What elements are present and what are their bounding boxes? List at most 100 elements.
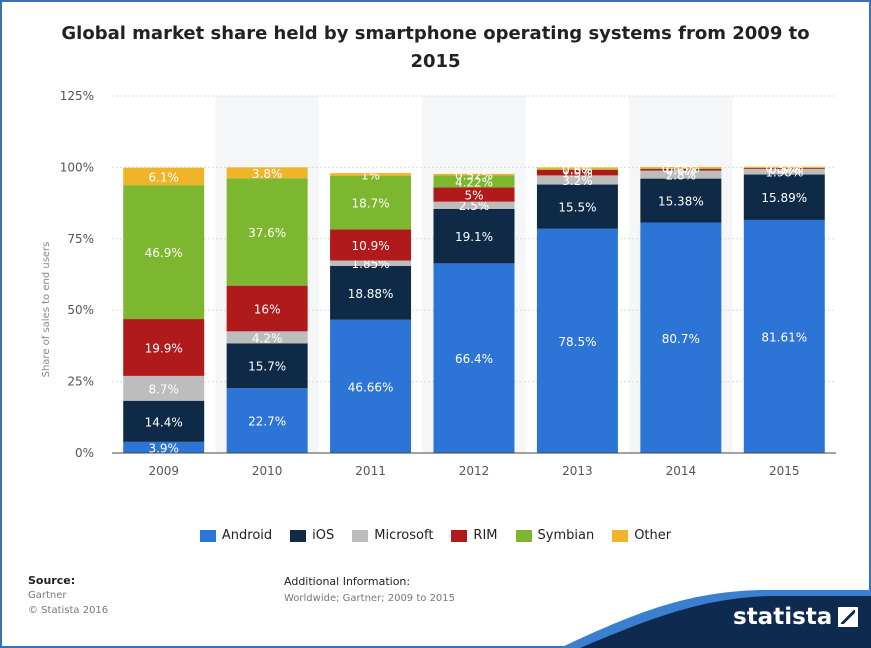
bar-segment-microsoft (123, 375, 205, 401)
legend-swatch (612, 529, 629, 542)
data-label: 6.1% (148, 170, 179, 184)
data-label: 66.4% (455, 352, 493, 366)
y-tick-label: 125% (60, 89, 94, 103)
source-label: Source: (28, 574, 76, 587)
chart-title: Global market share held by smartphone o… (61, 23, 810, 72)
legend-label: Symbian (537, 528, 595, 543)
chart-legend: Android iOS Microsoft RIM Symbian Other (0, 528, 871, 543)
data-label: 3.2% (562, 174, 593, 188)
statista-logo-text: statista (733, 604, 833, 630)
x-tick-label: 2014 (666, 464, 697, 478)
bar-segment-microsoft (433, 201, 515, 209)
bar-segment-ios (433, 208, 515, 264)
legend-swatch (515, 529, 532, 542)
stacked-bar-chart: 0% 25% 50% 75% 100% 125% Share of sales to end… (41, 89, 836, 478)
bar-segment-other (330, 173, 412, 176)
bar-segment-other (743, 166, 825, 168)
data-label: 15.5% (558, 201, 596, 215)
bar-segment-rim (433, 187, 515, 202)
bar-segment-rim (226, 285, 308, 332)
bar-segment-android (536, 228, 618, 453)
data-label: 0.1% (769, 162, 800, 176)
y-tick-label: 50% (67, 303, 94, 317)
data-label: 22.7% (248, 415, 286, 429)
x-tick-label: 2011 (355, 464, 386, 478)
bar-segment-android (433, 263, 515, 453)
data-label: 78.5% (558, 335, 596, 349)
statista-logo[interactable]: statista (733, 604, 859, 630)
additional-info-value: Worldwide; Gartner; 2009 to 2015 (284, 593, 456, 604)
bar-segment-microsoft (536, 175, 618, 185)
bar-segment-rim (536, 169, 618, 176)
bar-segment-symbian (640, 168, 722, 169)
data-label: 1.9% (562, 167, 593, 181)
legend-swatch (290, 529, 307, 542)
bar-segment-android (123, 441, 205, 453)
bar-segment-rim (640, 168, 722, 171)
bar-segment-other (123, 167, 205, 186)
data-label: 81.61% (761, 330, 807, 344)
data-label: 3.8% (252, 167, 283, 181)
data-label: 19.9% (145, 341, 183, 355)
data-label: 1% (361, 169, 380, 183)
legend-item-ios[interactable]: iOS (290, 528, 334, 543)
x-tick-label: 2015 (769, 464, 800, 478)
data-label: 80.7% (662, 332, 700, 346)
data-label: 5% (464, 189, 483, 203)
y-tick-label: 75% (67, 232, 94, 246)
legend-item-symbian[interactable]: Symbian (515, 528, 595, 543)
legend-item-rim[interactable]: RIM (451, 528, 498, 543)
legend-item-other[interactable]: Other (612, 528, 671, 543)
legend-label: Microsoft (374, 528, 434, 543)
x-tick-label: 2009 (148, 464, 179, 478)
data-label: 3.9% (148, 441, 179, 455)
data-label: 37.6% (248, 226, 286, 240)
x-tick-label: 2010 (252, 464, 283, 478)
data-label: 2.8% (666, 169, 697, 183)
y-tick-label: 0% (75, 446, 94, 460)
data-label: 10.9% (352, 239, 390, 253)
data-label: 4.2% (252, 331, 283, 345)
bar-segment-microsoft (640, 170, 722, 179)
data-label: 18.7% (352, 197, 390, 211)
bar-segment-other (433, 173, 515, 176)
bar-segment-symbian (433, 175, 515, 188)
y-axis-label: Share of sales to end users (41, 242, 52, 378)
data-label: 18.88% (348, 287, 394, 301)
data-label: 4.22% (455, 175, 493, 189)
data-label: 46.9% (145, 246, 183, 260)
bar-segment-microsoft (226, 331, 308, 344)
copyright-text: © Statista 2016 (28, 605, 109, 616)
data-label: 14.4% (145, 415, 183, 429)
x-tick-label: 2012 (459, 464, 490, 478)
data-label: 0.2% (666, 163, 697, 177)
bar-segment-rim (330, 229, 412, 261)
data-label: 0.3% (562, 164, 593, 178)
source-value: Gartner (28, 590, 67, 601)
bar-segment-symbian (226, 178, 308, 286)
bar-segment-ios (640, 178, 722, 223)
bar-segment-symbian (330, 175, 412, 230)
bar-segment-microsoft (743, 168, 825, 175)
bar-segment-rim (123, 319, 205, 376)
source-block: Source: Gartner © Statista 2016 (28, 573, 108, 618)
bar-segment-ios (330, 265, 412, 320)
additional-info-label: Additional Information: (284, 575, 411, 588)
legend-item-android[interactable]: Android (199, 528, 272, 543)
bar-segment-ios (226, 343, 308, 389)
data-label: 2.5% (459, 199, 490, 213)
legend-item-microsoft[interactable]: Microsoft (352, 528, 433, 543)
statista-logo-icon (838, 607, 859, 627)
x-tick-label: 2013 (562, 464, 593, 478)
data-label: 0.52% (455, 169, 493, 183)
legend-label: Other (634, 528, 672, 543)
bar-segment-ios (536, 184, 618, 229)
data-label: 15.7% (248, 360, 286, 374)
data-label: 0.37% (765, 161, 803, 175)
bar-segment-android (226, 388, 308, 453)
data-label: 15.38% (658, 195, 704, 209)
bar-segment-android (640, 222, 722, 453)
bar-segment-symbian (536, 169, 618, 170)
